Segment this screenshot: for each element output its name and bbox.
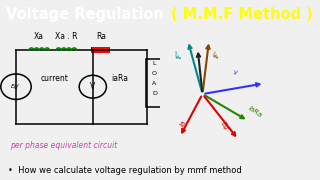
- Text: L: L: [153, 61, 156, 66]
- Bar: [91, 47, 110, 53]
- Text: iaRa: iaRa: [247, 105, 263, 118]
- Text: current: current: [40, 74, 68, 83]
- Text: D: D: [152, 91, 157, 96]
- Text: Voltage Regulation: Voltage Regulation: [6, 7, 164, 22]
- Text: Xa . R: Xa . R: [55, 32, 78, 41]
- Text: Eg': Eg': [11, 84, 21, 89]
- Text: A: A: [152, 81, 156, 86]
- Text: •  How we calculate voltage regulation by mmf method: • How we calculate voltage regulation by…: [8, 166, 242, 175]
- Bar: [146, 59, 162, 107]
- Text: O: O: [152, 71, 157, 76]
- Text: iF': iF': [214, 50, 221, 58]
- Text: Xa: Xa: [34, 32, 44, 41]
- Text: Ra: Ra: [97, 32, 107, 41]
- Text: iaRa: iaRa: [111, 74, 129, 83]
- Text: per phase equivalent circuit: per phase equivalent circuit: [10, 141, 118, 150]
- Text: Eg': Eg': [220, 120, 231, 132]
- Text: V: V: [90, 82, 95, 91]
- Text: v: v: [233, 69, 238, 76]
- Text: ( M.M.F Method ): ( M.M.F Method ): [171, 7, 313, 22]
- Text: iF": iF": [176, 49, 183, 59]
- Text: Ia: Ia: [179, 119, 187, 128]
